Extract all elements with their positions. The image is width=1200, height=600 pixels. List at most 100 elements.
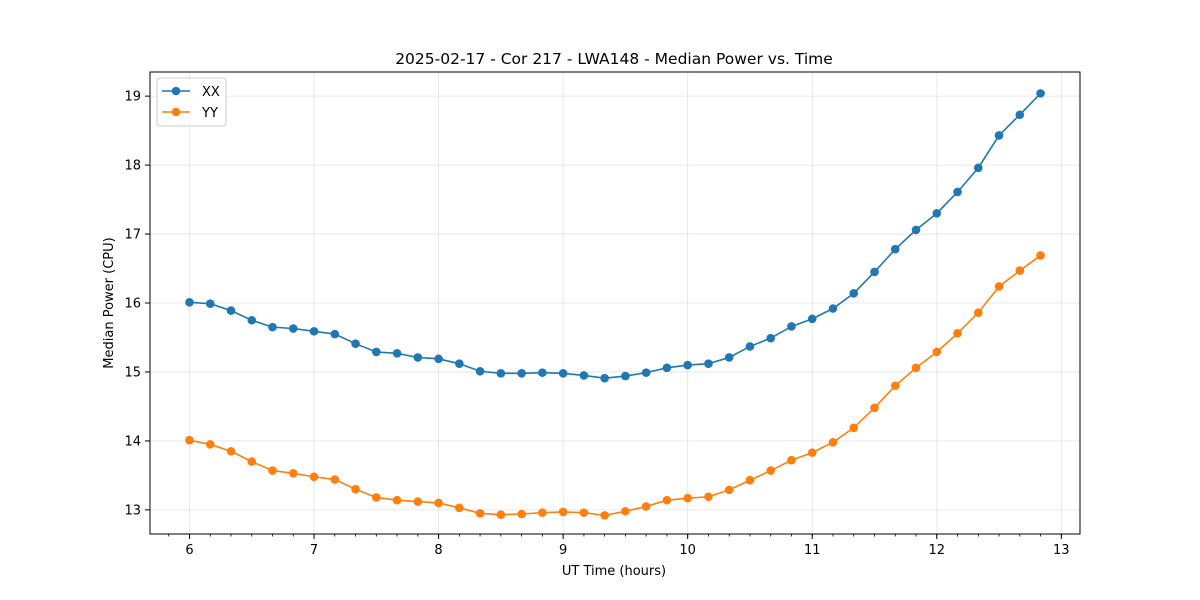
data-point-yy xyxy=(392,495,402,505)
data-point-yy xyxy=(268,466,277,475)
data-point-yy xyxy=(372,493,381,502)
data-point-yy xyxy=(558,507,568,517)
data-point-xx xyxy=(766,333,776,343)
data-point-xx xyxy=(268,322,277,332)
x-tick-label: 6 xyxy=(185,543,193,558)
y-tick-label: 19 xyxy=(124,90,141,105)
legend-label-xx: XX xyxy=(202,85,220,100)
x-axis-label: UT Time (hours) xyxy=(562,564,666,579)
data-point-xx xyxy=(828,304,838,313)
data-point-yy xyxy=(475,509,485,518)
x-tick-label: 8 xyxy=(434,543,442,558)
data-point-yy xyxy=(724,485,734,495)
data-point-yy xyxy=(807,448,817,457)
data-point-yy xyxy=(288,469,298,478)
data-point-xx xyxy=(1015,110,1025,120)
data-point-xx xyxy=(787,322,796,331)
data-point-yy xyxy=(455,503,464,513)
data-point-yy xyxy=(911,363,921,373)
data-point-xx xyxy=(807,314,817,324)
legend-label-yy: YY xyxy=(201,106,218,121)
data-point-xx xyxy=(330,329,340,339)
data-point-yy xyxy=(600,511,609,520)
data-point-yy xyxy=(973,308,983,317)
y-tick-label: 17 xyxy=(124,228,141,243)
data-point-xx xyxy=(973,163,983,173)
data-point-yy xyxy=(351,484,360,494)
legend-item-xx: XX xyxy=(162,85,220,100)
data-point-xx xyxy=(724,353,734,362)
data-point-xx xyxy=(226,306,236,315)
x-tick-label: 7 xyxy=(310,543,318,558)
data-point-yy xyxy=(621,506,630,516)
data-point-yy xyxy=(890,381,900,391)
y-axis-label: Median Power (CPU) xyxy=(102,237,117,368)
data-point-yy xyxy=(704,492,713,502)
x-tick-label: 10 xyxy=(679,543,696,558)
data-point-yy xyxy=(745,475,755,485)
data-point-xx xyxy=(1036,89,1045,98)
data-point-xx xyxy=(434,354,443,364)
series-layer xyxy=(185,89,1045,520)
data-point-yy xyxy=(226,446,236,456)
data-point-yy xyxy=(413,497,423,506)
legend-marker-yy xyxy=(171,107,181,117)
data-point-yy xyxy=(517,509,526,519)
data-point-xx xyxy=(413,353,423,362)
series-yy xyxy=(185,251,1045,520)
data-point-yy xyxy=(579,508,589,517)
data-point-xx xyxy=(455,359,464,368)
data-point-xx xyxy=(475,366,485,376)
data-point-xx xyxy=(683,360,692,370)
y-tick-label: 18 xyxy=(124,159,141,174)
y-tick-label: 13 xyxy=(124,503,141,518)
data-point-xx xyxy=(953,187,962,197)
x-tick-label: 13 xyxy=(1053,543,1070,558)
data-point-yy xyxy=(683,493,692,503)
data-point-xx xyxy=(351,339,360,348)
data-point-yy xyxy=(1015,266,1025,275)
data-point-yy xyxy=(932,347,942,357)
legend: XX YY xyxy=(156,77,227,127)
data-point-yy xyxy=(309,472,319,482)
data-point-xx xyxy=(849,289,859,298)
data-point-xx xyxy=(662,363,672,373)
data-point-yy xyxy=(205,440,215,449)
data-point-yy xyxy=(641,502,651,511)
data-point-xx xyxy=(745,342,755,351)
data-point-xx xyxy=(621,371,630,381)
data-point-xx xyxy=(185,298,194,307)
data-point-yy xyxy=(496,510,506,519)
data-point-xx xyxy=(641,368,651,377)
data-point-yy xyxy=(849,423,859,433)
data-point-xx xyxy=(870,267,879,277)
data-point-xx xyxy=(890,244,900,254)
data-point-yy xyxy=(953,329,962,338)
legend-item-yy: YY xyxy=(162,106,218,121)
data-point-xx xyxy=(247,315,257,325)
data-point-yy xyxy=(330,475,340,484)
data-point-yy xyxy=(1036,251,1045,260)
data-point-xx xyxy=(538,368,547,377)
data-point-xx xyxy=(372,347,381,357)
y-tick-label: 16 xyxy=(124,297,141,312)
data-point-yy xyxy=(870,403,879,413)
data-point-xx xyxy=(704,359,713,368)
data-point-xx xyxy=(932,209,942,218)
data-point-yy xyxy=(434,498,443,508)
data-point-xx xyxy=(496,369,506,378)
x-tick-label: 11 xyxy=(804,543,821,558)
series-xx xyxy=(185,89,1045,383)
data-point-xx xyxy=(600,373,609,383)
y-tick-label: 14 xyxy=(124,434,141,449)
data-point-xx xyxy=(517,369,526,378)
x-tick-label: 12 xyxy=(928,543,945,558)
legend-marker-xx xyxy=(171,86,181,96)
y-axis: 13 14 15 16 17 18 19 xyxy=(124,90,150,518)
data-point-yy xyxy=(994,282,1004,291)
data-point-xx xyxy=(288,324,298,333)
data-point-xx xyxy=(579,371,589,380)
data-point-yy xyxy=(247,457,257,466)
data-point-xx xyxy=(392,349,402,358)
